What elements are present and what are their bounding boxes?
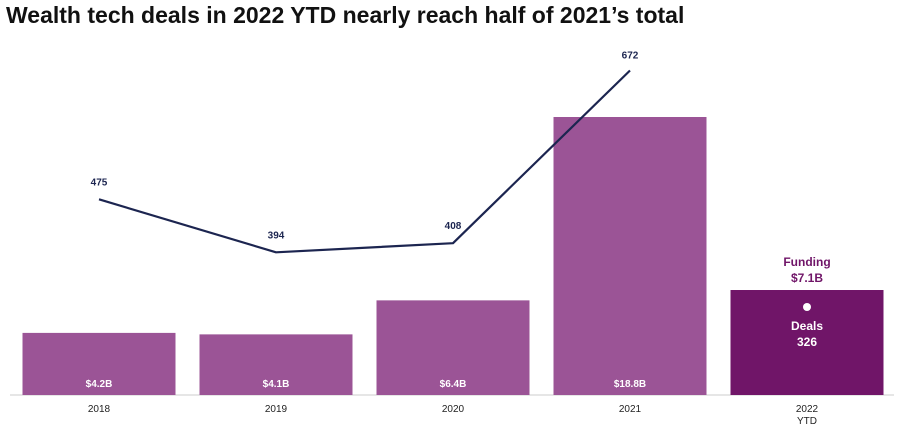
bar-value-label: $6.4B	[440, 379, 467, 390]
x-tick-label: YTD	[797, 416, 817, 427]
bar-2018	[22, 332, 176, 395]
deals-value-label: 475	[91, 177, 108, 188]
x-tick-label: 2020	[442, 404, 465, 415]
bar-2021	[553, 117, 707, 395]
ytd-funding-value: $7.1B	[791, 271, 823, 285]
ytd-deals-marker	[803, 303, 811, 312]
ytd-funding-label: Funding	[783, 255, 830, 269]
x-tick-label: 2021	[619, 404, 642, 415]
bar-value-label: $4.1B	[263, 379, 290, 390]
deals-value-label: 408	[445, 221, 462, 232]
ytd-deals-value: 326	[797, 335, 817, 349]
deals-value-label: 672	[622, 51, 639, 62]
deals-value-label: 394	[268, 230, 285, 241]
bar-value-label: $18.8B	[614, 379, 646, 390]
x-tick-label: 2022	[796, 404, 819, 415]
ytd-deals-label: Deals	[791, 319, 823, 333]
chart-title: Wealth tech deals in 2022 YTD nearly rea…	[6, 2, 685, 28]
x-tick-label: 2018	[88, 404, 111, 415]
deals-line	[98, 69, 631, 254]
bar-2020	[376, 300, 530, 395]
bar-2019	[199, 334, 353, 395]
bar-value-label: $4.2B	[86, 379, 113, 390]
x-tick-label: 2019	[265, 404, 288, 415]
